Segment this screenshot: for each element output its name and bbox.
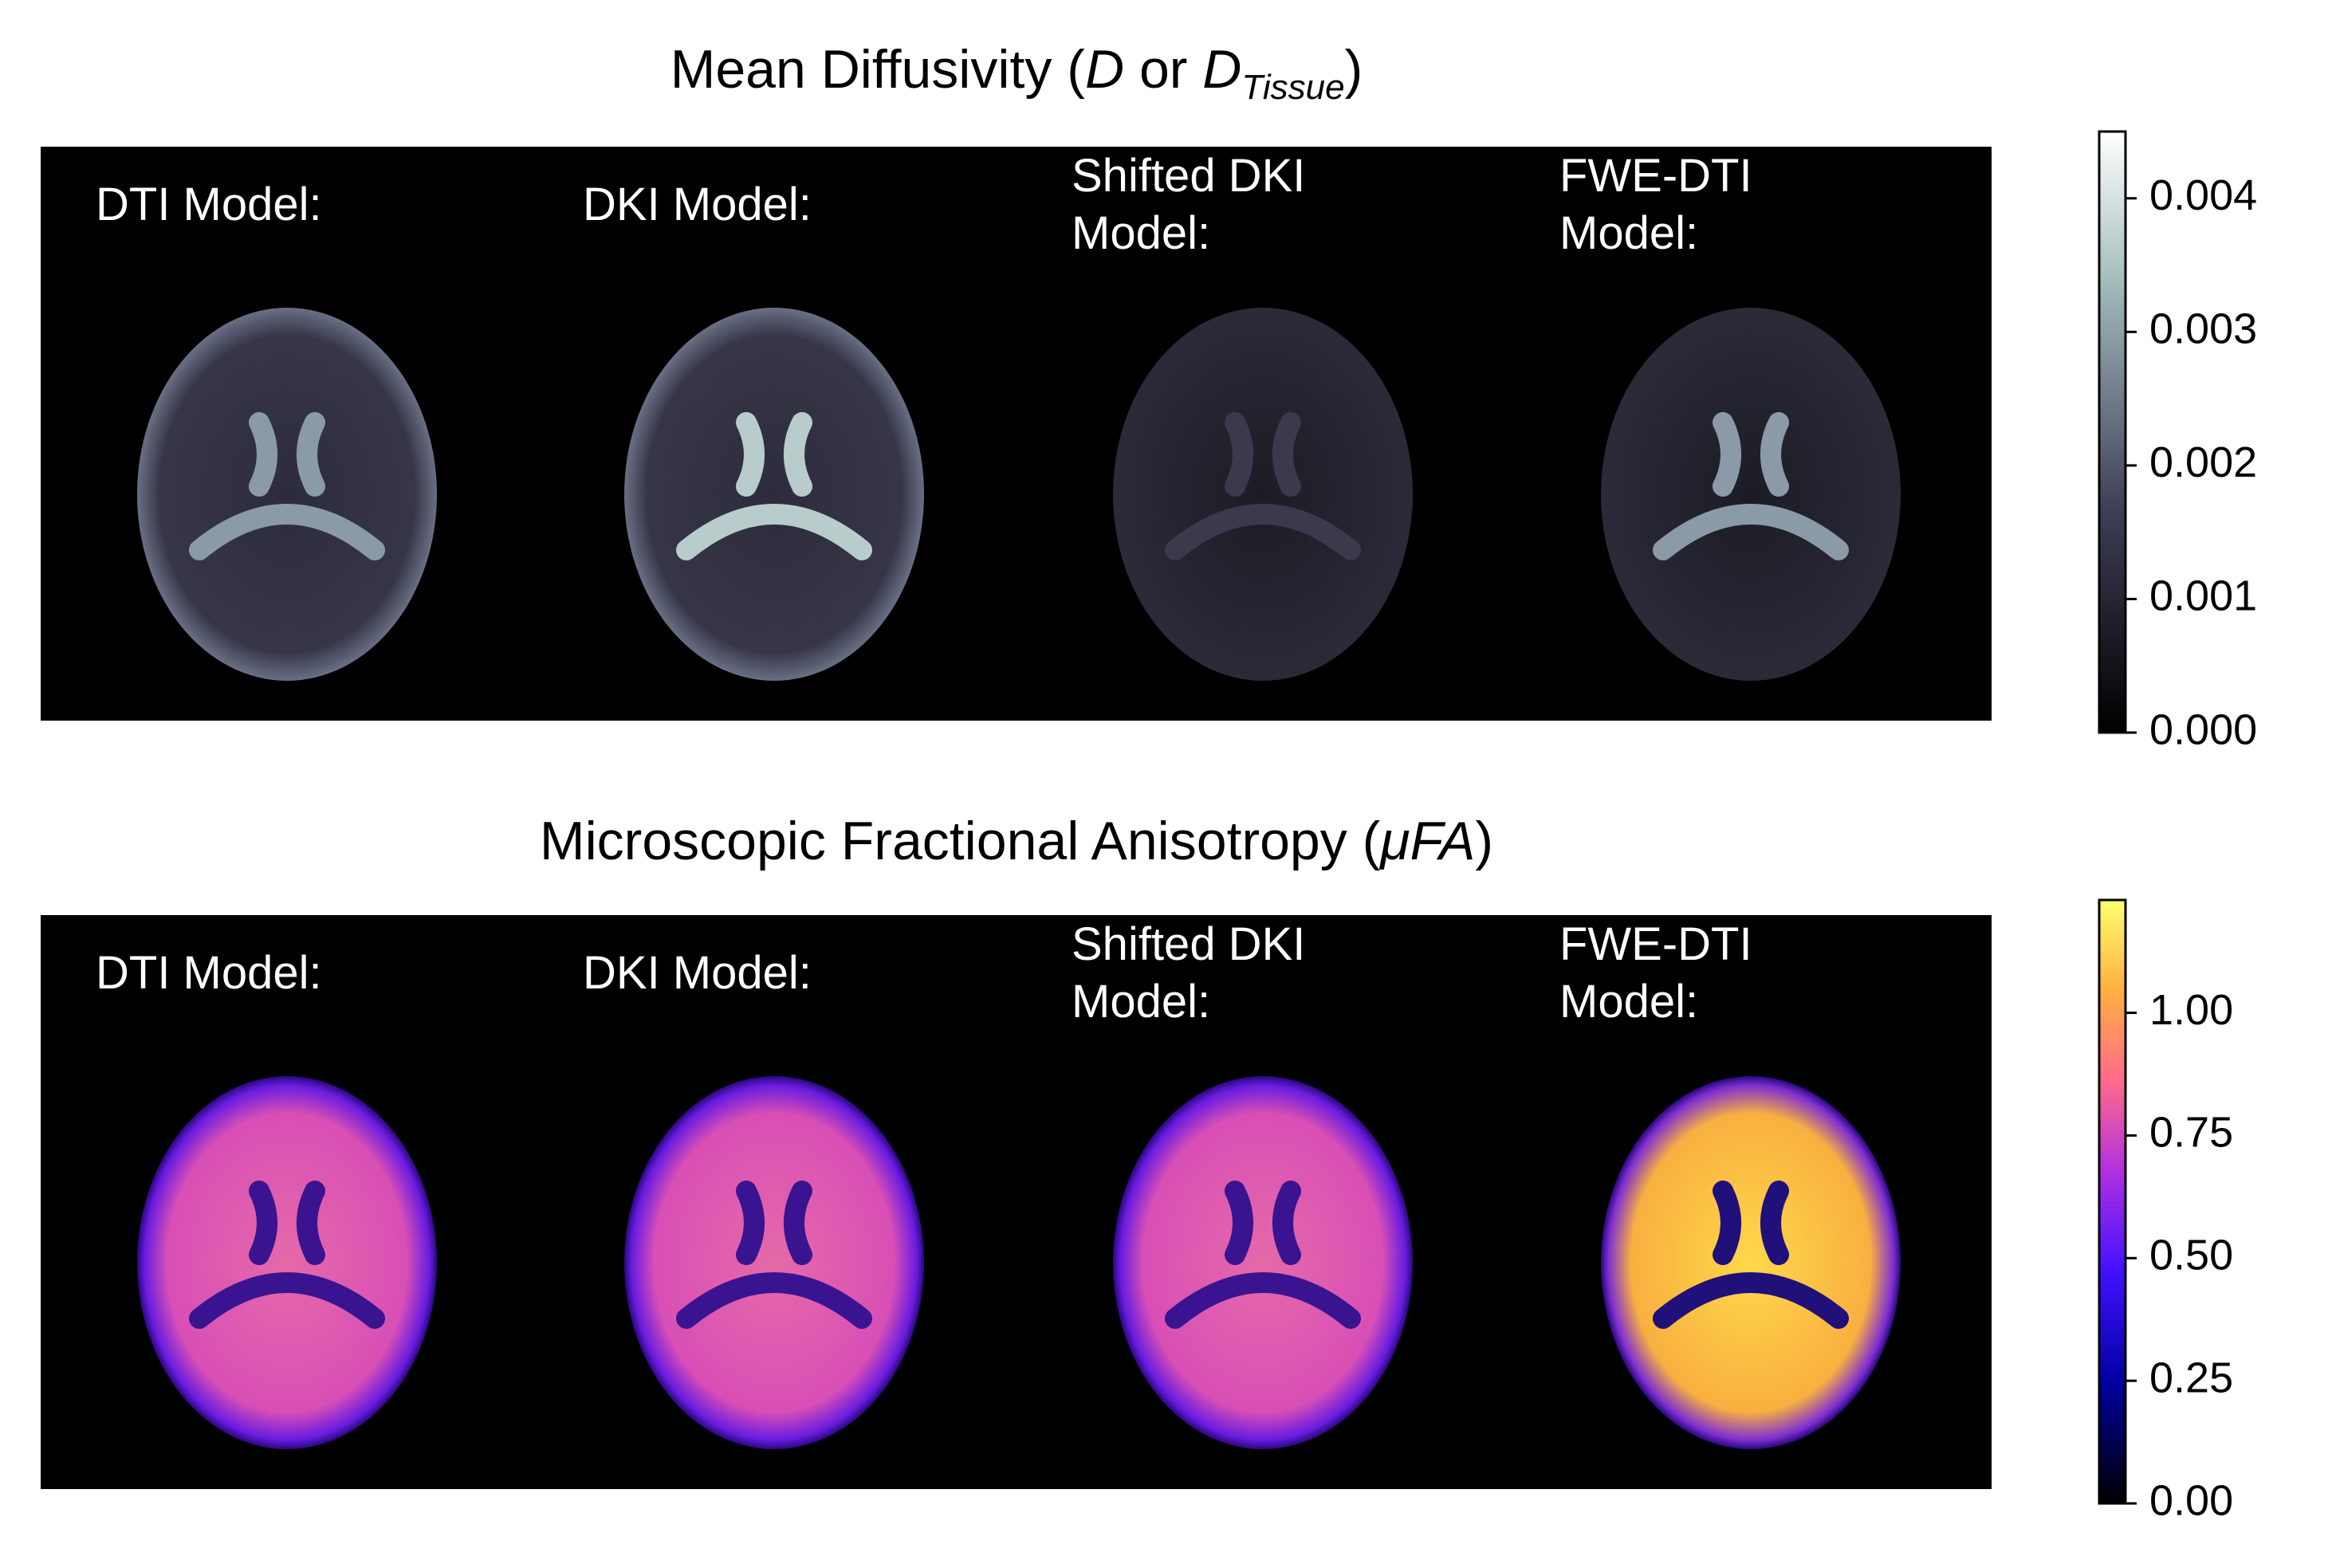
model-label: Model:	[1559, 207, 1698, 259]
model-label: FWE-DTI	[1559, 918, 1752, 970]
colorbar-tick-label: 0.000	[2149, 705, 2257, 753]
colorbar	[2098, 130, 2127, 734]
panel-title: Mean Diffusivity (D or DTissue)	[670, 39, 1363, 107]
colorbar-tick-label: 0.001	[2149, 572, 2257, 620]
title-text: )	[1345, 39, 1363, 100]
model-label: DKI Model:	[583, 947, 812, 999]
title-text: Mean Diffusivity (	[670, 39, 1086, 100]
colorbar-tick-label: 1.00	[2149, 986, 2233, 1034]
ventricles	[676, 1181, 872, 1329]
title-text: )	[1475, 811, 1493, 871]
ventricles	[1165, 1181, 1361, 1329]
brain-slice	[624, 308, 924, 681]
model-label: DTI Model:	[96, 947, 322, 999]
colorbar-tick-label: 0.00	[2149, 1476, 2233, 1524]
title-symbol: D	[1202, 39, 1241, 100]
model-label: Shifted DKI	[1072, 918, 1305, 970]
model-label: DKI Model:	[583, 179, 812, 230]
colorbar-tick-label: 0.50	[2149, 1232, 2233, 1279]
ventricles	[1165, 412, 1361, 560]
title-symbol: D	[1085, 39, 1124, 100]
colorbar-tick-label: 0.004	[2149, 171, 2257, 219]
ventricles	[1653, 1181, 1849, 1329]
colorbar-tick-label: 0.75	[2149, 1109, 2233, 1157]
colorbar-tick-label: 0.25	[2149, 1354, 2233, 1401]
brain-slice	[1601, 1076, 1901, 1449]
model-label: Model:	[1072, 976, 1210, 1028]
brain-slice	[1113, 1076, 1413, 1449]
colorbar	[2098, 898, 2127, 1505]
title-symbol: μFA	[1378, 811, 1475, 871]
model-label: Shifted DKI	[1072, 150, 1305, 202]
panel-title: Microscopic Fractional Anisotropy (μFA)	[540, 811, 1493, 871]
colorbar-tick-label: 0.003	[2149, 305, 2257, 353]
ventricles	[189, 412, 385, 560]
title-text: or	[1124, 39, 1202, 100]
model-label: Model:	[1559, 976, 1698, 1028]
model-label: FWE-DTI	[1559, 150, 1752, 202]
model-label: Model:	[1072, 207, 1210, 259]
brain-slice	[1601, 308, 1901, 681]
ventricles	[189, 1181, 385, 1329]
model-label: DTI Model:	[96, 179, 322, 230]
colorbar-tick-label: 0.002	[2149, 438, 2257, 486]
brain-slice	[624, 1076, 924, 1449]
ventricles	[1653, 412, 1849, 560]
ventricles	[676, 412, 872, 560]
title-text: Microscopic Fractional Anisotropy (	[540, 811, 1381, 871]
brain-slice	[1113, 308, 1413, 681]
brain-slice	[137, 308, 437, 681]
title-subscript: Tissue	[1241, 68, 1344, 107]
brain-slice	[137, 1076, 437, 1449]
